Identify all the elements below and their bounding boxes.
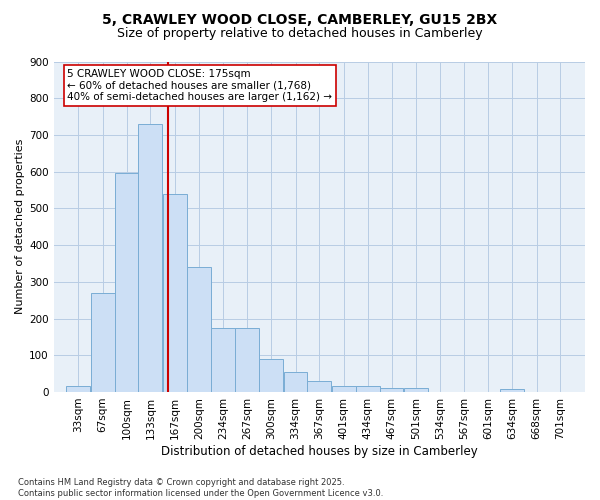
Bar (500, 389, 524, 392)
Bar (211, 328, 235, 392)
Bar (259, 359, 283, 392)
Bar (187, 267, 211, 392)
Bar (91, 293, 115, 392)
Bar (380, 388, 403, 392)
Text: 5, CRAWLEY WOOD CLOSE, CAMBERLEY, GU15 2BX: 5, CRAWLEY WOOD CLOSE, CAMBERLEY, GU15 2… (103, 12, 497, 26)
Bar (139, 124, 162, 392)
Text: Contains HM Land Registry data © Crown copyright and database right 2025.
Contai: Contains HM Land Registry data © Crown c… (18, 478, 383, 498)
Bar (66, 386, 90, 392)
Bar (115, 174, 139, 392)
Bar (284, 372, 307, 392)
X-axis label: Distribution of detached houses by size in Camberley: Distribution of detached houses by size … (161, 444, 478, 458)
Bar (307, 381, 331, 392)
Bar (235, 328, 259, 392)
Text: Size of property relative to detached houses in Camberley: Size of property relative to detached ho… (117, 28, 483, 40)
Bar (332, 386, 356, 392)
Text: 5 CRAWLEY WOOD CLOSE: 175sqm
← 60% of detached houses are smaller (1,768)
40% of: 5 CRAWLEY WOOD CLOSE: 175sqm ← 60% of de… (67, 69, 332, 102)
Bar (163, 194, 187, 392)
Y-axis label: Number of detached properties: Number of detached properties (15, 139, 25, 314)
Bar (404, 388, 428, 392)
Bar (356, 386, 380, 392)
